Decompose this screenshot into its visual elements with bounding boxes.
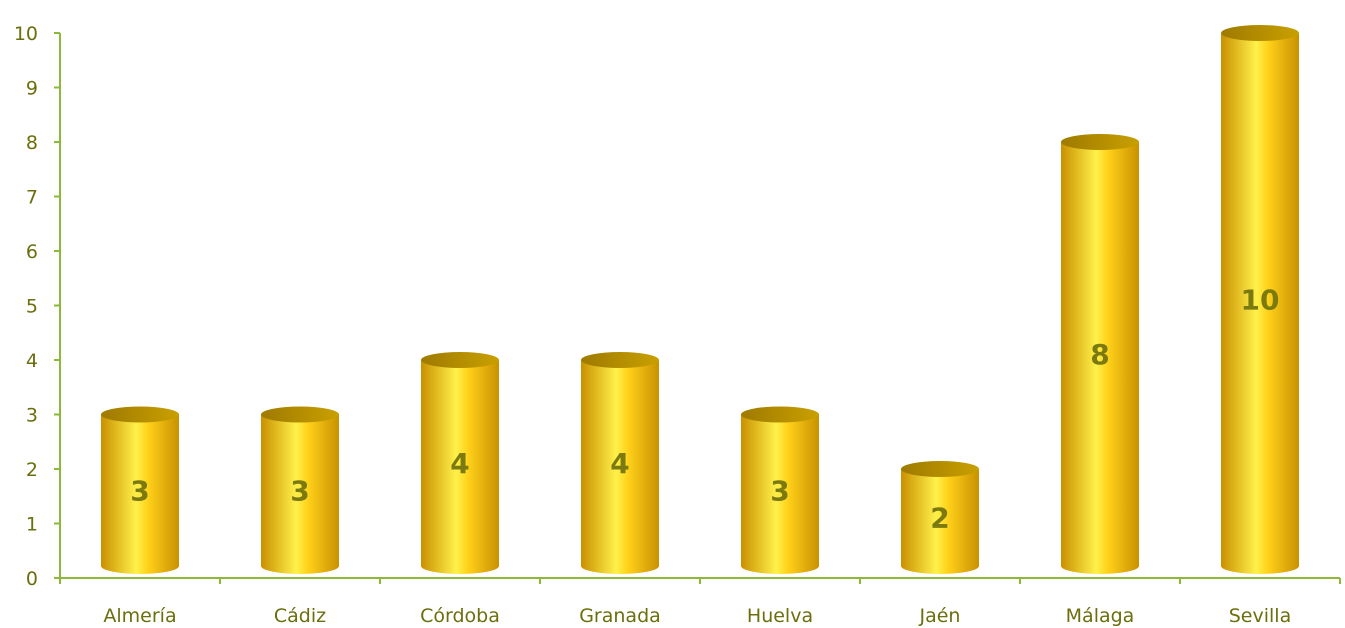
- data-label: 10: [1241, 284, 1280, 317]
- y-tick-label: 6: [26, 241, 38, 263]
- bar-top: [1061, 134, 1139, 150]
- bar-top: [421, 352, 499, 368]
- bar-granada: 4: [581, 352, 659, 574]
- x-tick-label: Huelva: [747, 605, 813, 627]
- bar-sevilla: 10: [1221, 25, 1299, 574]
- y-tick-label: 3: [26, 405, 38, 427]
- y-tick-label: 7: [26, 187, 38, 209]
- y-tick-label: 9: [26, 78, 38, 100]
- bar-top: [741, 406, 819, 423]
- bar-body: [581, 360, 659, 574]
- bar-top: [901, 461, 979, 477]
- bar-top: [101, 406, 179, 423]
- y-tick-label: 5: [26, 296, 38, 318]
- bar-huelva: 3: [741, 406, 819, 574]
- data-label: 3: [130, 474, 149, 507]
- labels: Almería Cádiz Córdoba Granada Huelva Jaén Mála…: [103, 605, 1291, 627]
- data-label: 2: [930, 502, 949, 535]
- bar-top: [261, 406, 339, 423]
- data-label: 4: [610, 447, 629, 480]
- x-tick-label: Cádiz: [274, 605, 326, 627]
- data-label: 3: [290, 474, 309, 507]
- bar-almería: 3: [101, 406, 179, 574]
- bar-cádiz: 3: [261, 406, 339, 574]
- x-tick-label: Málaga: [1066, 605, 1135, 627]
- y-tick-label: 2: [26, 459, 38, 481]
- bar-córdoba: 4: [421, 352, 499, 574]
- bar-málaga: 8: [1061, 134, 1139, 574]
- bar-body: [101, 414, 179, 574]
- y-tick-label: 0: [26, 568, 38, 590]
- y-tick-label: 10: [14, 23, 38, 45]
- x-tick-label: Almería: [103, 605, 176, 627]
- x-tick-label: Granada: [579, 605, 661, 627]
- bar-body: [421, 360, 499, 574]
- x-tick-label: Sevilla: [1229, 605, 1291, 627]
- axes: 0 1 2 3 4 5 6 7 8 9 10: [14, 23, 1341, 590]
- data-label: 4: [450, 447, 469, 480]
- bars: 3 3 4 4 3 2 8 10: [101, 25, 1299, 574]
- y-tick-label: 8: [26, 132, 38, 154]
- data-label: 3: [770, 474, 789, 507]
- bar-body: [1061, 142, 1139, 574]
- bar-jaén: 2: [901, 461, 979, 574]
- bar-top: [1221, 25, 1299, 41]
- x-tick-label: Córdoba: [420, 605, 500, 627]
- y-tick-label: 4: [26, 350, 38, 372]
- bar-body: [1221, 33, 1299, 574]
- y-tick-label: 1: [26, 514, 38, 536]
- x-tick-label: Jaén: [919, 605, 961, 627]
- bar-top: [581, 352, 659, 368]
- bar-body: [741, 414, 819, 574]
- data-label: 8: [1090, 338, 1109, 371]
- bar-body: [901, 469, 979, 574]
- bar-body: [261, 414, 339, 574]
